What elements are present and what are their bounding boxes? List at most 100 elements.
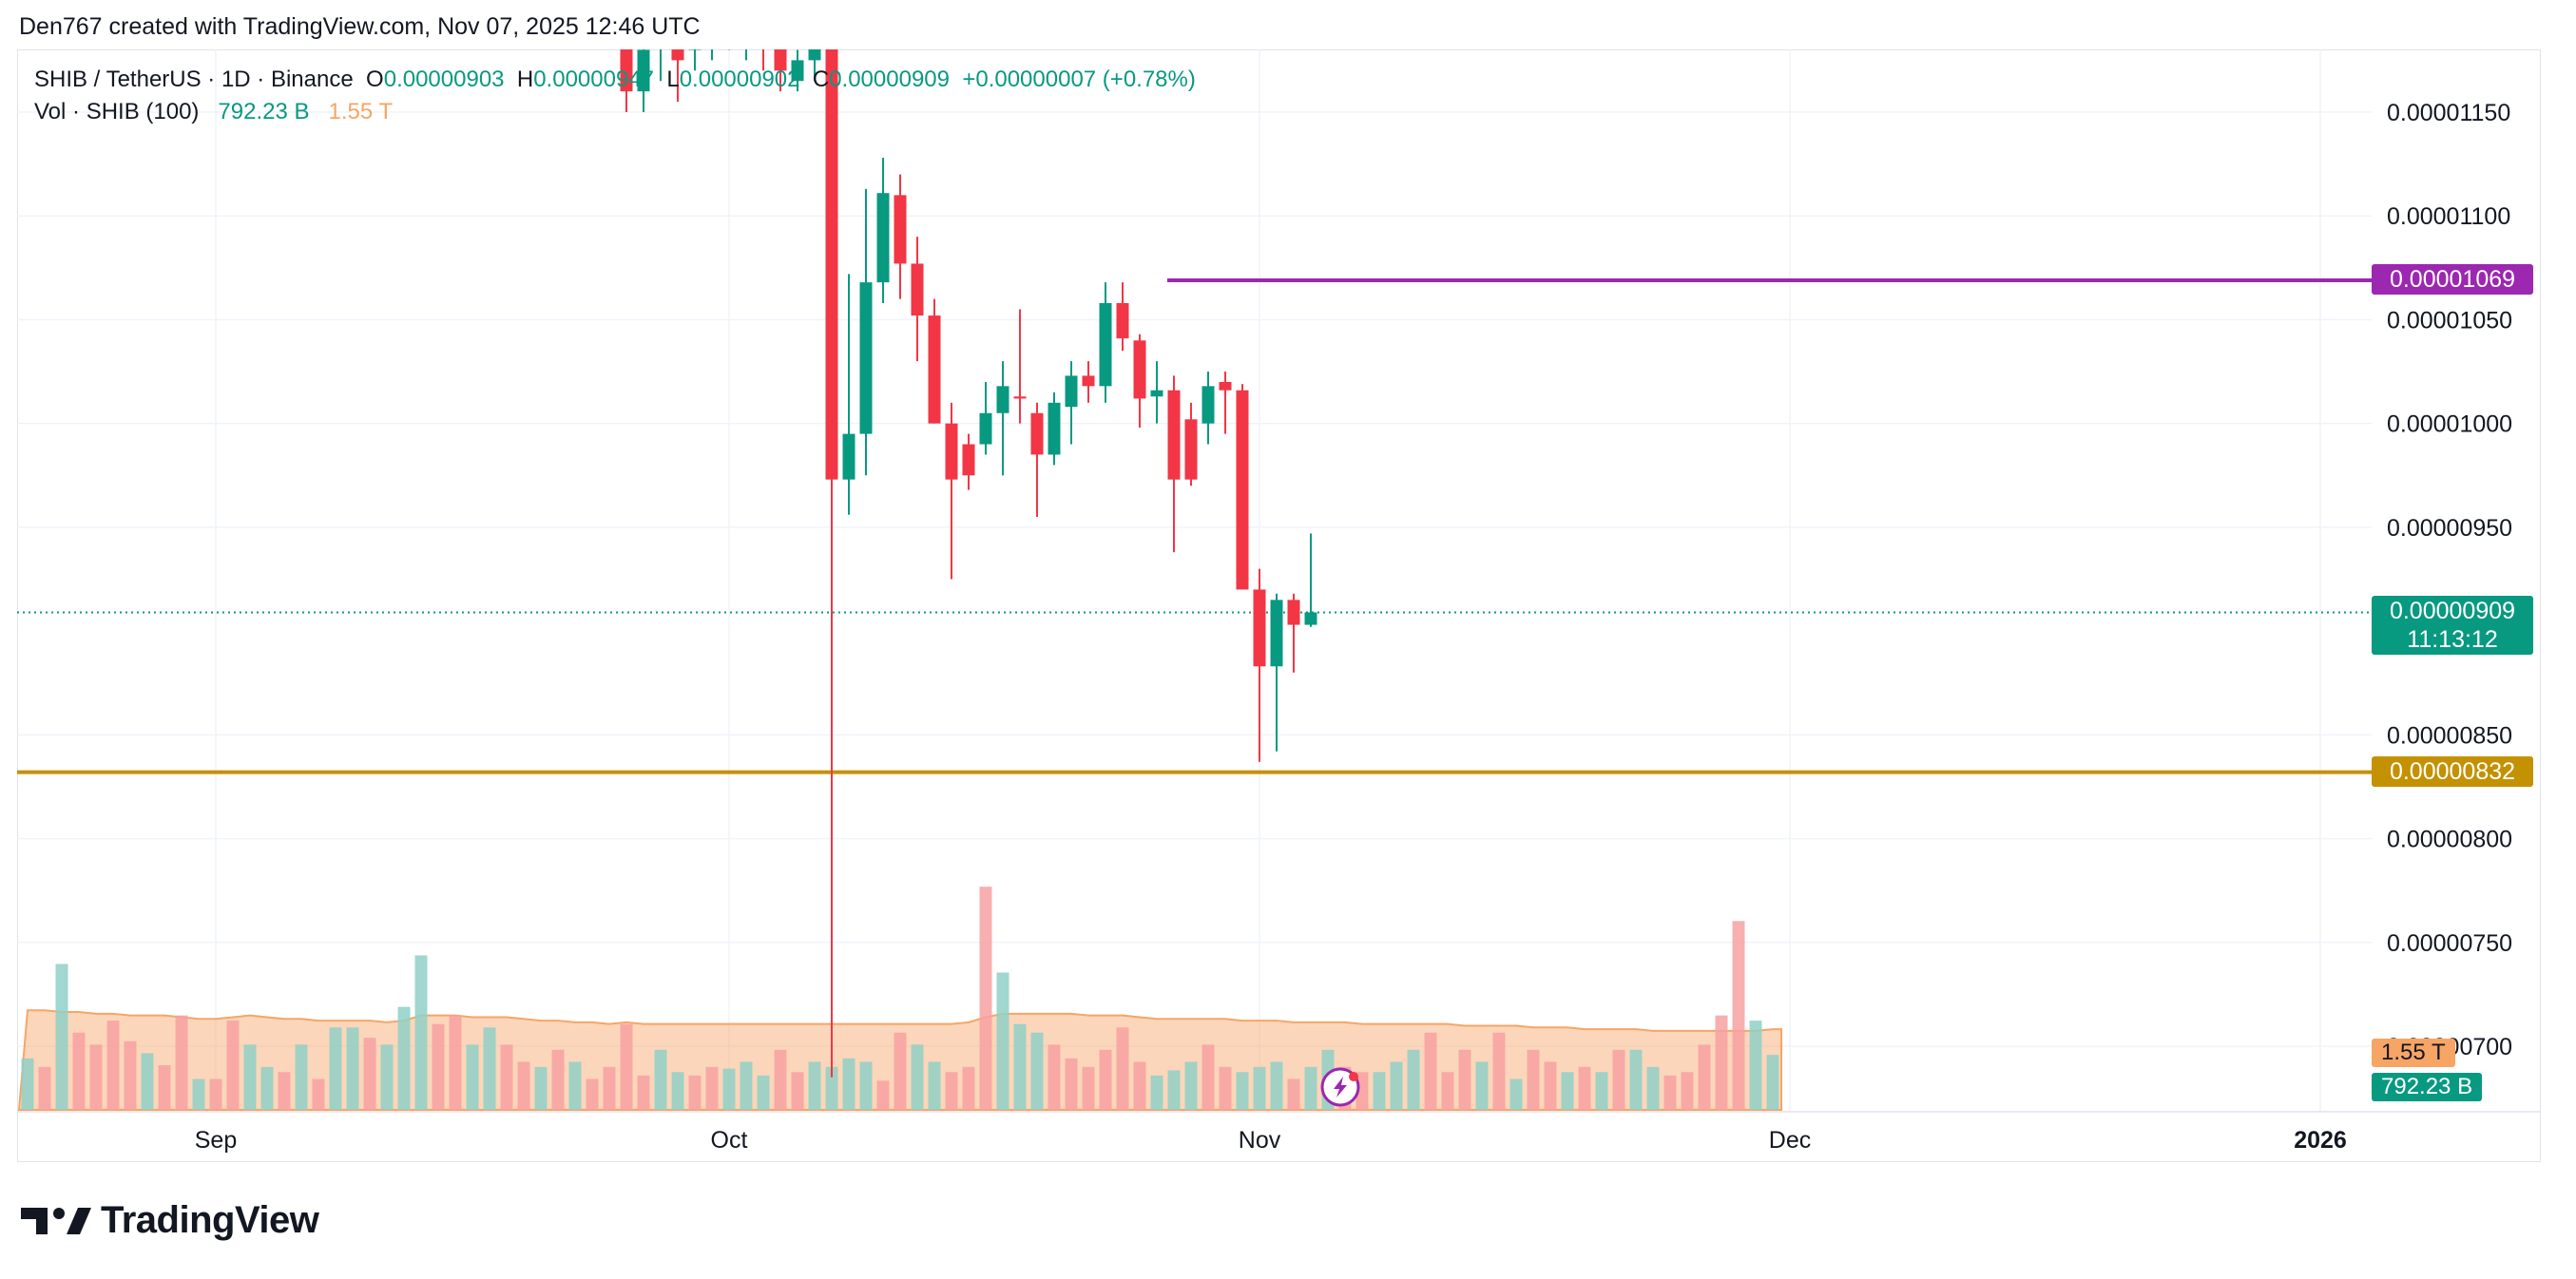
volume-bar [928,1061,941,1110]
candle [1167,375,1181,553]
candle-body [655,29,667,40]
volume-bar [517,1061,530,1110]
candle-body [671,49,684,61]
y-tick-label: 0.00000950 [2387,515,2512,542]
candle [758,9,770,71]
candle-body [1184,419,1198,480]
volume-bar [979,887,992,1110]
candle-body [979,412,992,445]
volume-bar [603,1066,616,1110]
change-value: +0.00000007 (+0.78%) [962,67,1196,92]
candle-body [1270,600,1283,667]
volume-bar [1390,1061,1403,1110]
x-tick-label: Sep [195,1127,237,1154]
volume-bar [1407,1049,1420,1110]
candle-body [1253,589,1266,667]
candle-body [1013,396,1027,399]
candle [620,49,633,112]
volume-bar [483,1027,496,1110]
candle-body [962,444,975,476]
axis-layer: 0.00001150 0.00001100 0.00001050 0.00001000… [17,100,2541,1154]
volume-bar [1030,1032,1044,1110]
candle [928,298,941,424]
volume-bar [1048,1044,1061,1110]
candle [745,49,747,61]
volume-bar [945,1072,958,1110]
candle [1099,282,1112,403]
volume-bar [620,1023,633,1110]
volume-bar [671,1072,684,1110]
volume-bar [329,1027,342,1110]
volume-bar [1698,1044,1711,1110]
candle-body [758,9,770,29]
tradingview-logo[interactable]: TradingView [21,1199,319,1242]
candle-body [996,386,1009,413]
candle-body [1167,390,1181,480]
candle-body [1133,340,1146,399]
volume-bar [740,1061,753,1110]
candle [1082,361,1095,403]
volume-bar [1766,1055,1779,1110]
candle-body [1150,390,1163,397]
y-tick-label: 0.00000850 [2387,722,2512,749]
flash-icon[interactable] [1320,1067,1360,1107]
volume-bar [414,955,428,1110]
volume-bar [449,1015,462,1110]
volume-bar [1253,1066,1266,1110]
volume-bar [21,1058,34,1110]
candle-body [1099,302,1112,387]
volume-bar [1424,1032,1437,1110]
bar-countdown: 11:13:12 [2407,626,2498,653]
volume-bar [1732,921,1745,1110]
volume-bar [260,1066,274,1110]
symbol-title[interactable]: SHIB / TetherUS · 1D · Binance [34,67,354,92]
candle [808,49,821,82]
candles-layer [620,9,1317,1078]
candle [1201,372,1215,445]
chart-frame[interactable] [17,49,2541,1162]
volume-bar [722,1068,736,1110]
candle [655,29,667,82]
volume-bar [1082,1066,1095,1110]
candle [774,49,787,92]
x-tick-label: Nov [1239,1127,1281,1154]
y-tick-label: 0.00001050 [2387,307,2512,334]
candle-body [894,195,907,264]
candle [637,49,650,112]
tradingview-logo-icon [21,1207,91,1234]
volume-bar [55,964,68,1110]
volume-bar [1595,1072,1608,1110]
y-tick-label: 0.00001000 [2387,411,2512,438]
candle [945,402,958,580]
volume-bar [1167,1070,1181,1110]
volume-bar [688,1075,702,1110]
candle-body [723,9,736,29]
attribution-text: Den767 created with TradingView.com, Nov… [19,13,701,40]
candle [962,433,975,490]
volume-bar [1133,1061,1146,1110]
y-tick-label: 0.00000800 [2387,827,2512,853]
candle [825,49,838,1078]
candle [1030,402,1044,517]
candle-body [842,433,855,480]
volume-bar [1749,1021,1762,1110]
candle [1116,282,1129,352]
volume-bar [158,1065,171,1110]
volume-bar [466,1044,479,1110]
candle [723,9,736,50]
volume-bar [859,1061,873,1110]
y-tick-label: 0.00001150 [2387,100,2510,126]
volume-bar [791,1072,804,1110]
volume-bar [1475,1061,1489,1110]
volume-bar [996,972,1009,1110]
volume-bar [1715,1015,1728,1110]
volume-bar [1355,1072,1369,1110]
open-value: 0.00000903 [383,67,505,92]
volume-bar [1544,1061,1557,1110]
volume-title[interactable]: Vol · SHIB (100) [34,99,200,124]
candle [1048,391,1061,466]
volume-bar [1065,1058,1078,1110]
candle [1065,361,1078,445]
resistance-price-label: 0.00001069 [2372,264,2533,295]
